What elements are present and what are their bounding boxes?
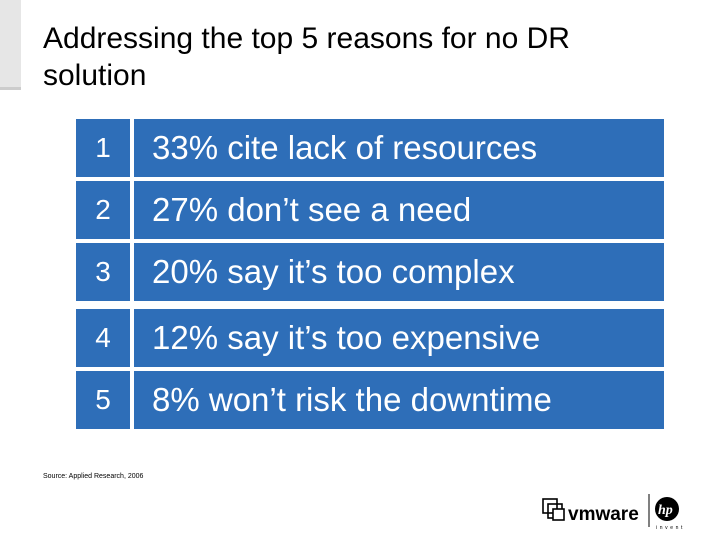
reason-number: 4 [76, 309, 130, 367]
reason-text: 27% don’t see a need [134, 181, 664, 239]
reason-text: 8% won’t risk the downtime [134, 371, 664, 429]
slide-title: Addressing the top 5 reasons for no DR s… [43, 22, 570, 92]
hp-wordmark: hp [658, 503, 673, 518]
hp-logo: hp invent [655, 497, 685, 530]
vmware-wordmark: vmware [568, 504, 639, 525]
reason-number: 2 [76, 181, 130, 239]
hp-tagline: invent [656, 525, 685, 530]
reason-number: 5 [76, 371, 130, 429]
partner-logos: vmware hp invent [542, 494, 685, 530]
reason-text: 20% say it’s too complex [134, 243, 664, 301]
reason-text: 12% say it’s too expensive [134, 309, 664, 367]
source-note: Source: Applied Research, 2006 [43, 473, 144, 480]
left-accent-bar [0, 0, 21, 90]
reason-number: 1 [76, 119, 130, 177]
reason-number: 3 [76, 243, 130, 301]
vmware-logo: vmware [542, 498, 639, 525]
reason-text: 33% cite lack of resources [134, 119, 664, 177]
